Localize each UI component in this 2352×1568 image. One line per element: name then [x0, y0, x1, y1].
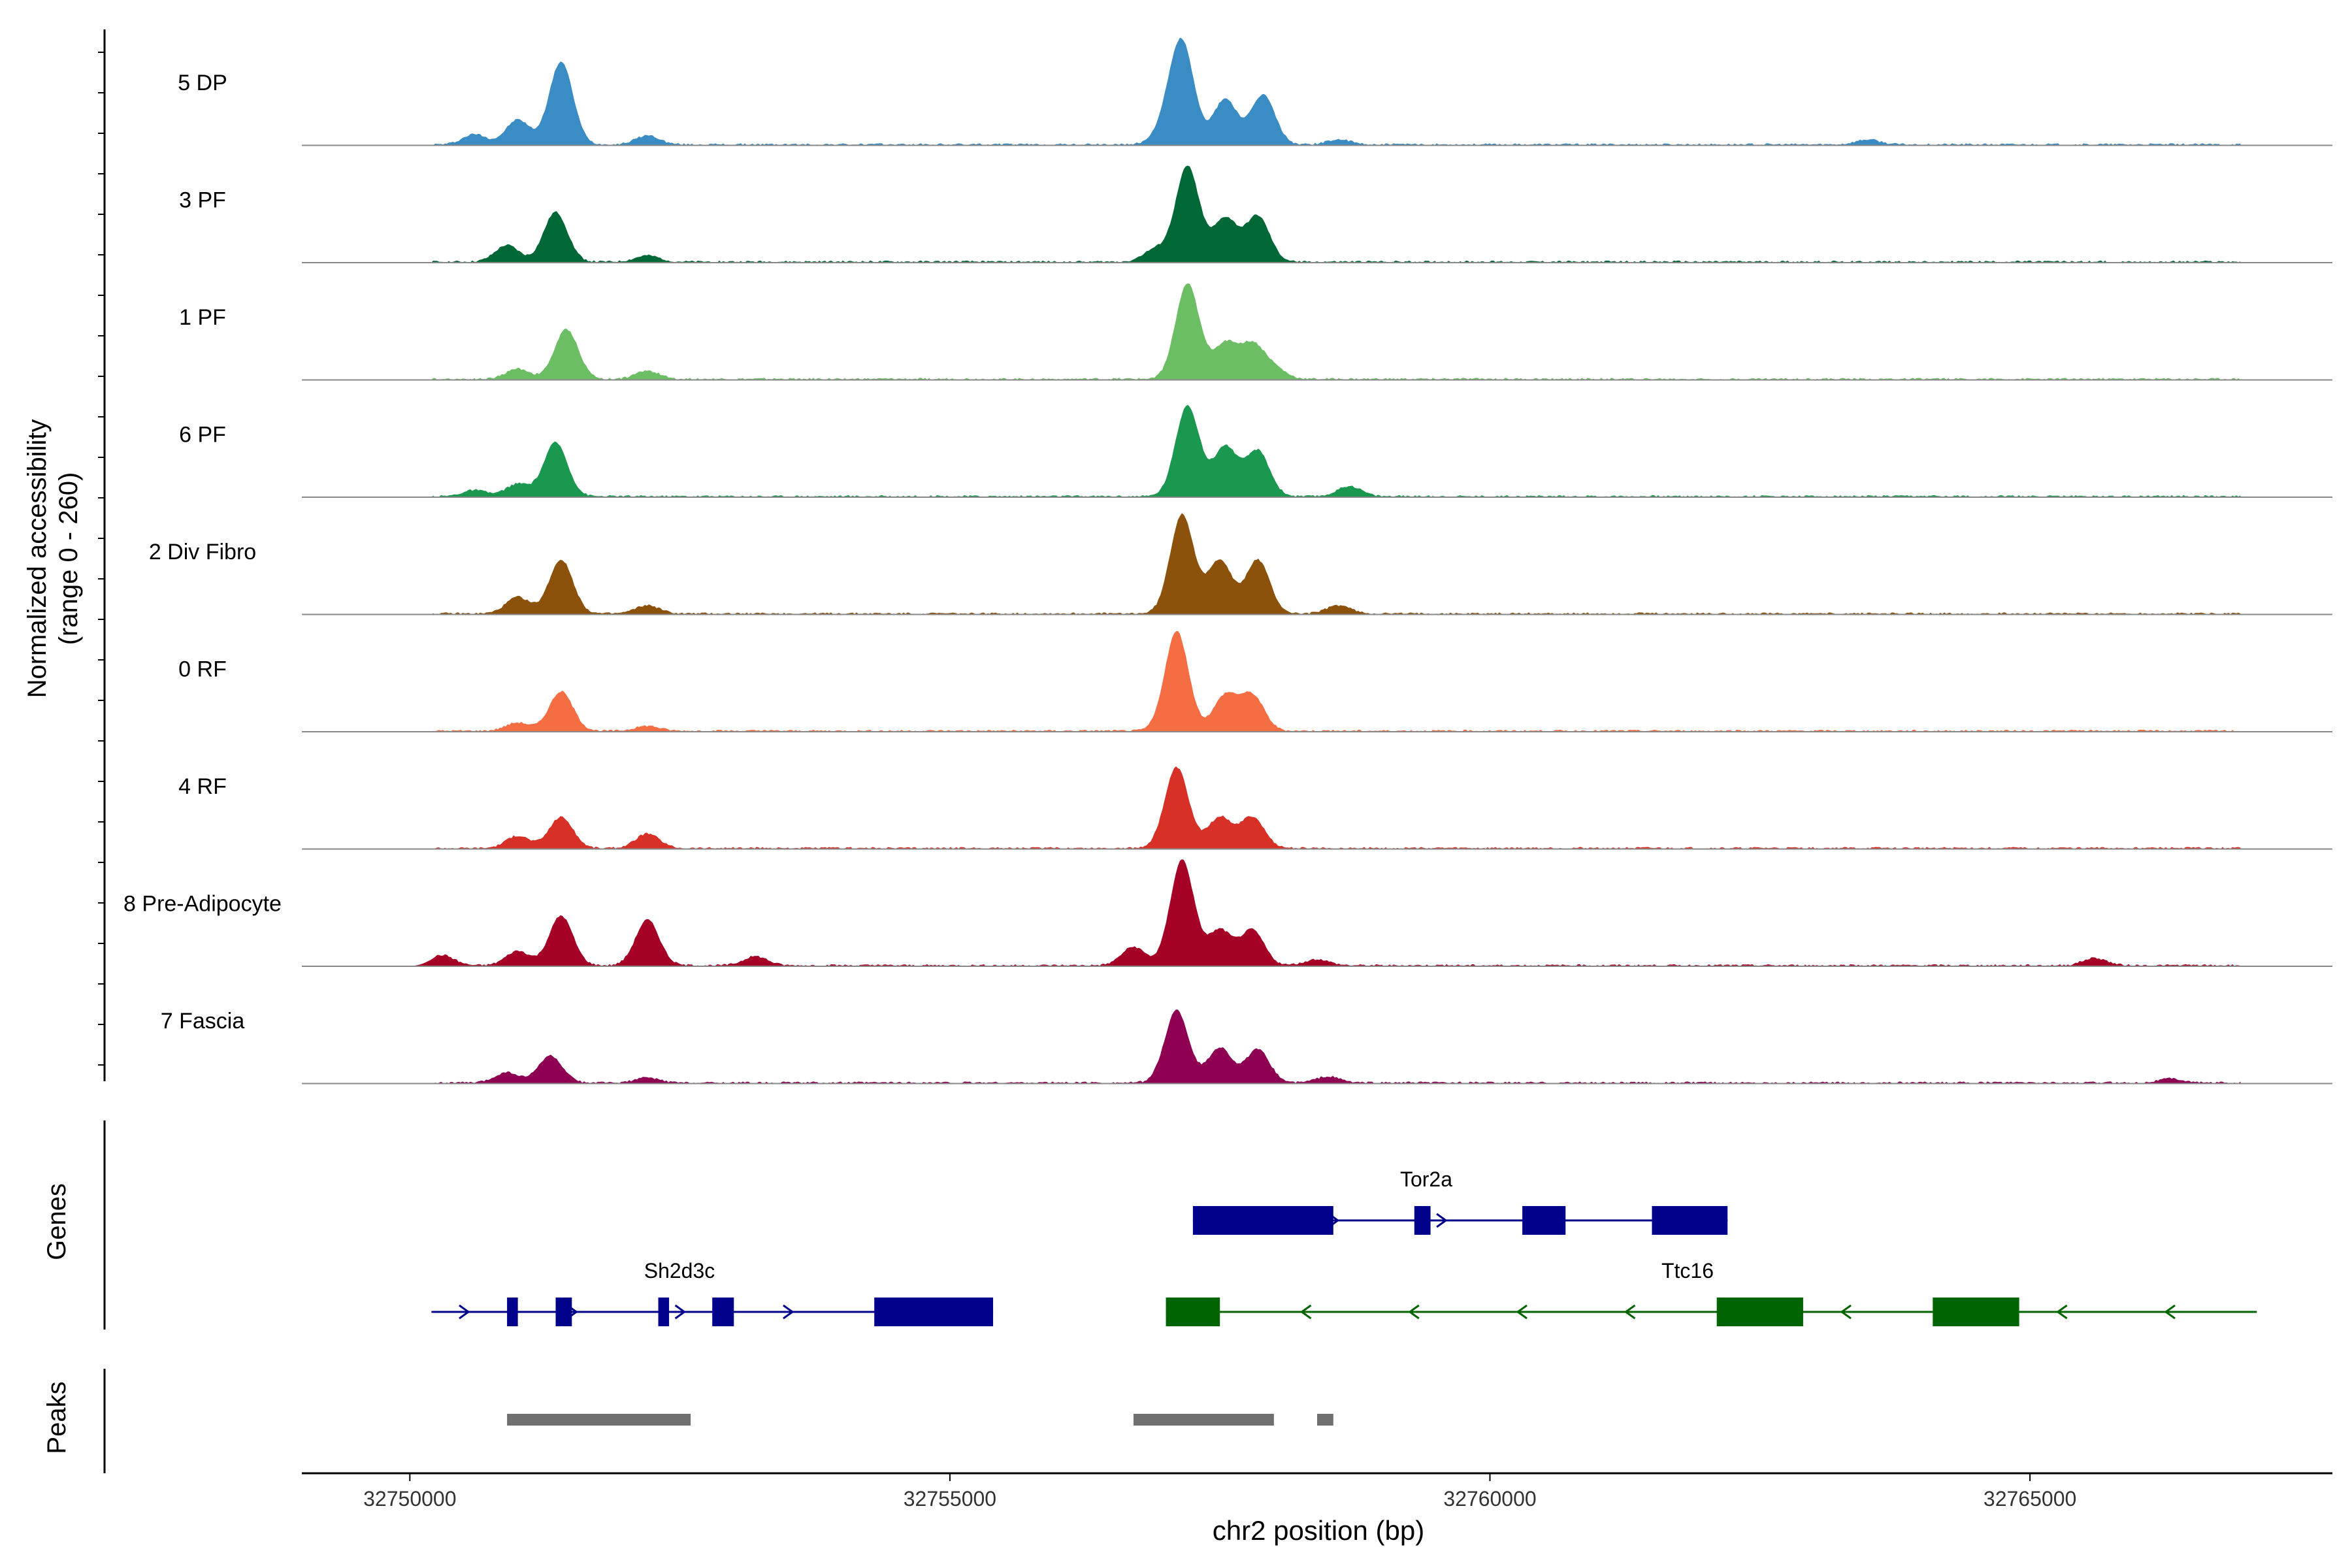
track-label: 3 PF: [179, 188, 226, 213]
exon: [507, 1298, 518, 1326]
x-tick-label: 32755000: [904, 1487, 996, 1511]
strand-arrow: [1624, 1304, 1636, 1320]
peak-region: [1317, 1414, 1333, 1426]
coverage-area: [302, 37, 2241, 146]
strand-arrow: [1840, 1304, 1852, 1320]
track-2: 3 PF: [179, 165, 2332, 263]
peak-region: [1133, 1414, 1274, 1426]
x-axis-title: chr2 position (bp): [1213, 1515, 1425, 1546]
coverage-area: [302, 859, 2241, 966]
exon: [1166, 1298, 1220, 1326]
exon: [1414, 1206, 1431, 1235]
strand-arrow: [2164, 1304, 2176, 1320]
strand-arrow: [1516, 1304, 1527, 1320]
track-label: 0 RF: [178, 657, 227, 682]
track-label: 4 RF: [178, 774, 227, 799]
strand-arrow: [459, 1304, 470, 1320]
track-1: 5 DP: [178, 37, 2332, 146]
coverage-area: [302, 165, 2241, 263]
genes-panel: Tor2a Sh2d3c Ttc16: [431, 1168, 2257, 1326]
exon: [712, 1298, 734, 1326]
peaks-panel-label: Peaks: [42, 1381, 71, 1454]
coverage-tracks: 5 DP 3 PF 1 PF 6 PF 2 Div Fibro 0 RF 4 RF 8 Pre…: [123, 37, 2332, 1085]
exon: [1192, 1206, 1333, 1235]
exon: [1716, 1298, 1803, 1326]
coverage-area: [302, 766, 2241, 849]
gene-Sh2d3c: Sh2d3c: [431, 1259, 994, 1326]
coverage-area: [302, 630, 2241, 732]
coverage-area: [302, 283, 2241, 380]
strand-arrow: [2056, 1304, 2068, 1320]
strand-arrow: [1299, 1304, 1312, 1320]
track-label: 2 Div Fibro: [149, 540, 256, 564]
track-6: 0 RF: [178, 630, 2332, 732]
track-4: 6 PF: [179, 404, 2332, 498]
gene-label: Sh2d3c: [644, 1259, 715, 1282]
track-5: 2 Div Fibro: [149, 513, 2332, 615]
strand-arrow: [674, 1304, 687, 1320]
coverage-area: [302, 1009, 2241, 1084]
gene-label: Tor2a: [1400, 1168, 1452, 1191]
genes-panel-label: Genes: [42, 1183, 71, 1260]
track-label: 5 DP: [178, 71, 227, 95]
peak-region: [507, 1414, 691, 1426]
peaks-panel: [507, 1414, 1333, 1426]
gene-label: Ttc16: [1661, 1259, 1714, 1282]
x-tick-label: 32765000: [1984, 1487, 2076, 1511]
y-axis-title-line1: Normalized accessibility: [23, 419, 52, 698]
track-label: 8 Pre-Adipocyte: [123, 892, 282, 917]
gene-Tor2a: Tor2a: [1192, 1168, 1728, 1235]
track-7: 4 RF: [178, 766, 2332, 850]
exon: [1933, 1298, 2019, 1326]
track-3: 1 PF: [179, 283, 2332, 381]
coverage-area: [302, 404, 2241, 497]
exon: [658, 1298, 670, 1326]
exon: [1652, 1206, 1728, 1235]
gene-Ttc16: Ttc16: [1166, 1259, 2257, 1326]
strand-arrow: [1408, 1304, 1420, 1320]
exon: [874, 1298, 994, 1326]
coverage-area: [302, 513, 2241, 615]
strand-arrow: [1436, 1213, 1448, 1228]
track-label: 6 PF: [179, 423, 226, 448]
x-tick-label: 32750000: [363, 1487, 456, 1511]
exon: [555, 1298, 572, 1326]
track-8: 8 Pre-Adipocyte: [123, 859, 2332, 967]
x-tick-label: 32760000: [1443, 1487, 1536, 1511]
exon: [1522, 1206, 1566, 1235]
axes: 32750000 32755000 32760000 32765000: [98, 29, 2332, 1511]
y-axis-title-line2: (range 0 - 260): [54, 472, 83, 645]
track-9: 7 Fascia: [161, 1009, 2332, 1085]
track-label: 1 PF: [179, 305, 226, 330]
track-label: 7 Fascia: [161, 1009, 245, 1034]
strand-arrow: [783, 1304, 794, 1320]
